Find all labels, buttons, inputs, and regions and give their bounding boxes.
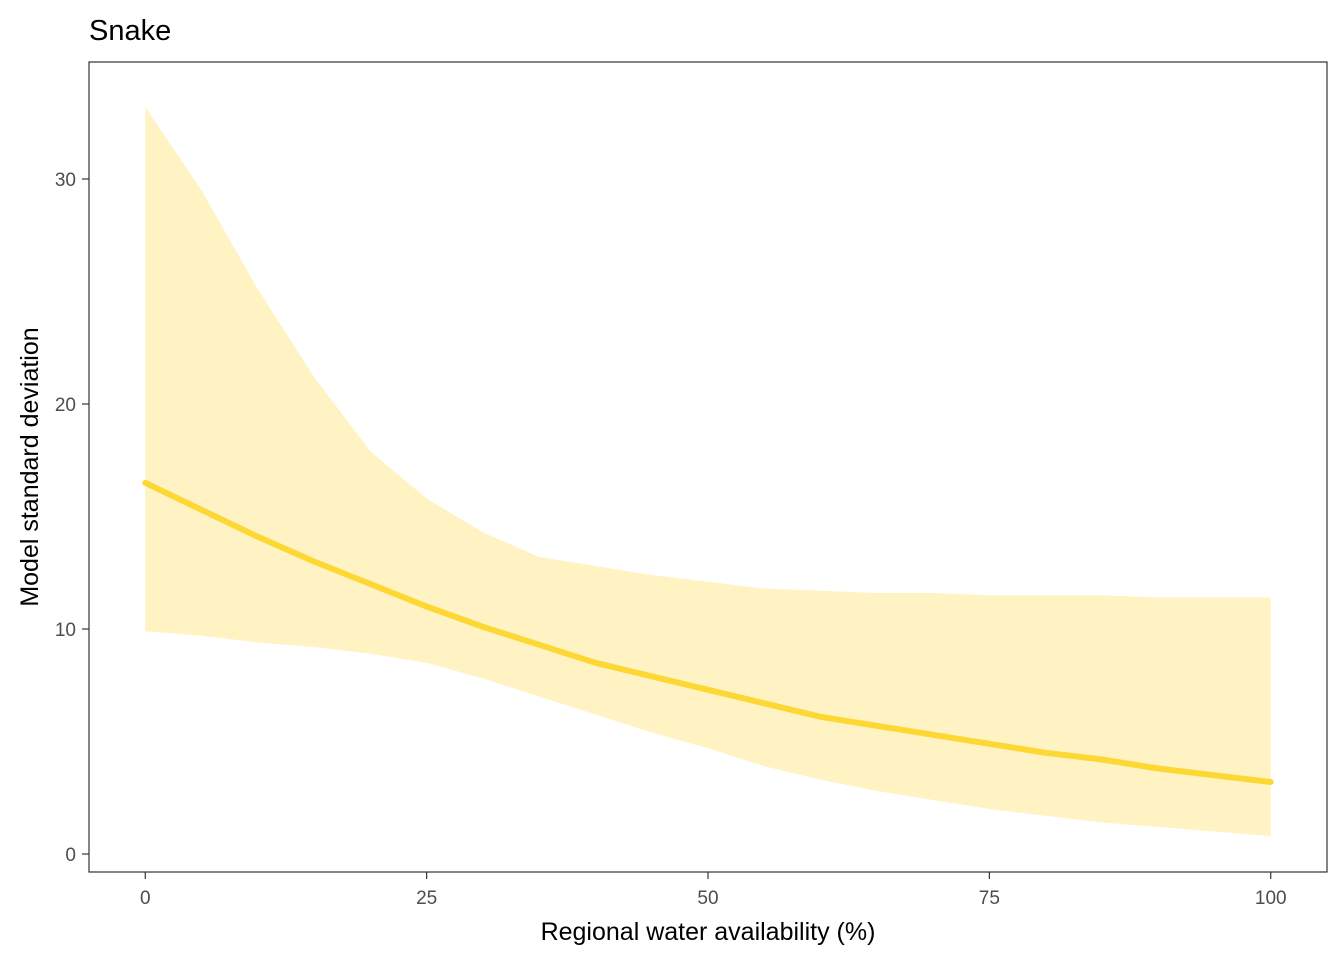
plot-area — [142, 107, 1274, 836]
x-tick-label: 100 — [1255, 888, 1287, 909]
confidence-ribbon — [145, 107, 1271, 836]
mean-line — [142, 479, 1274, 785]
x-axis-label: Regional water availability (%) — [541, 918, 876, 946]
y-axis: 0 10 20 30 — [55, 170, 89, 866]
x-axis: 0 25 50 75 100 — [140, 872, 1287, 909]
x-tick-label: 0 — [140, 888, 151, 909]
y-axis-label: Model standard deviation — [16, 327, 44, 606]
y-tick-label: 10 — [55, 620, 76, 641]
x-tick-label: 25 — [416, 888, 437, 909]
x-tick-label: 50 — [697, 888, 718, 909]
y-tick-label: 30 — [55, 170, 76, 191]
x-tick-label: 75 — [979, 888, 1000, 909]
y-tick-label: 20 — [55, 395, 76, 416]
chart-title: Snake — [89, 15, 171, 47]
y-tick-label: 0 — [65, 845, 76, 866]
